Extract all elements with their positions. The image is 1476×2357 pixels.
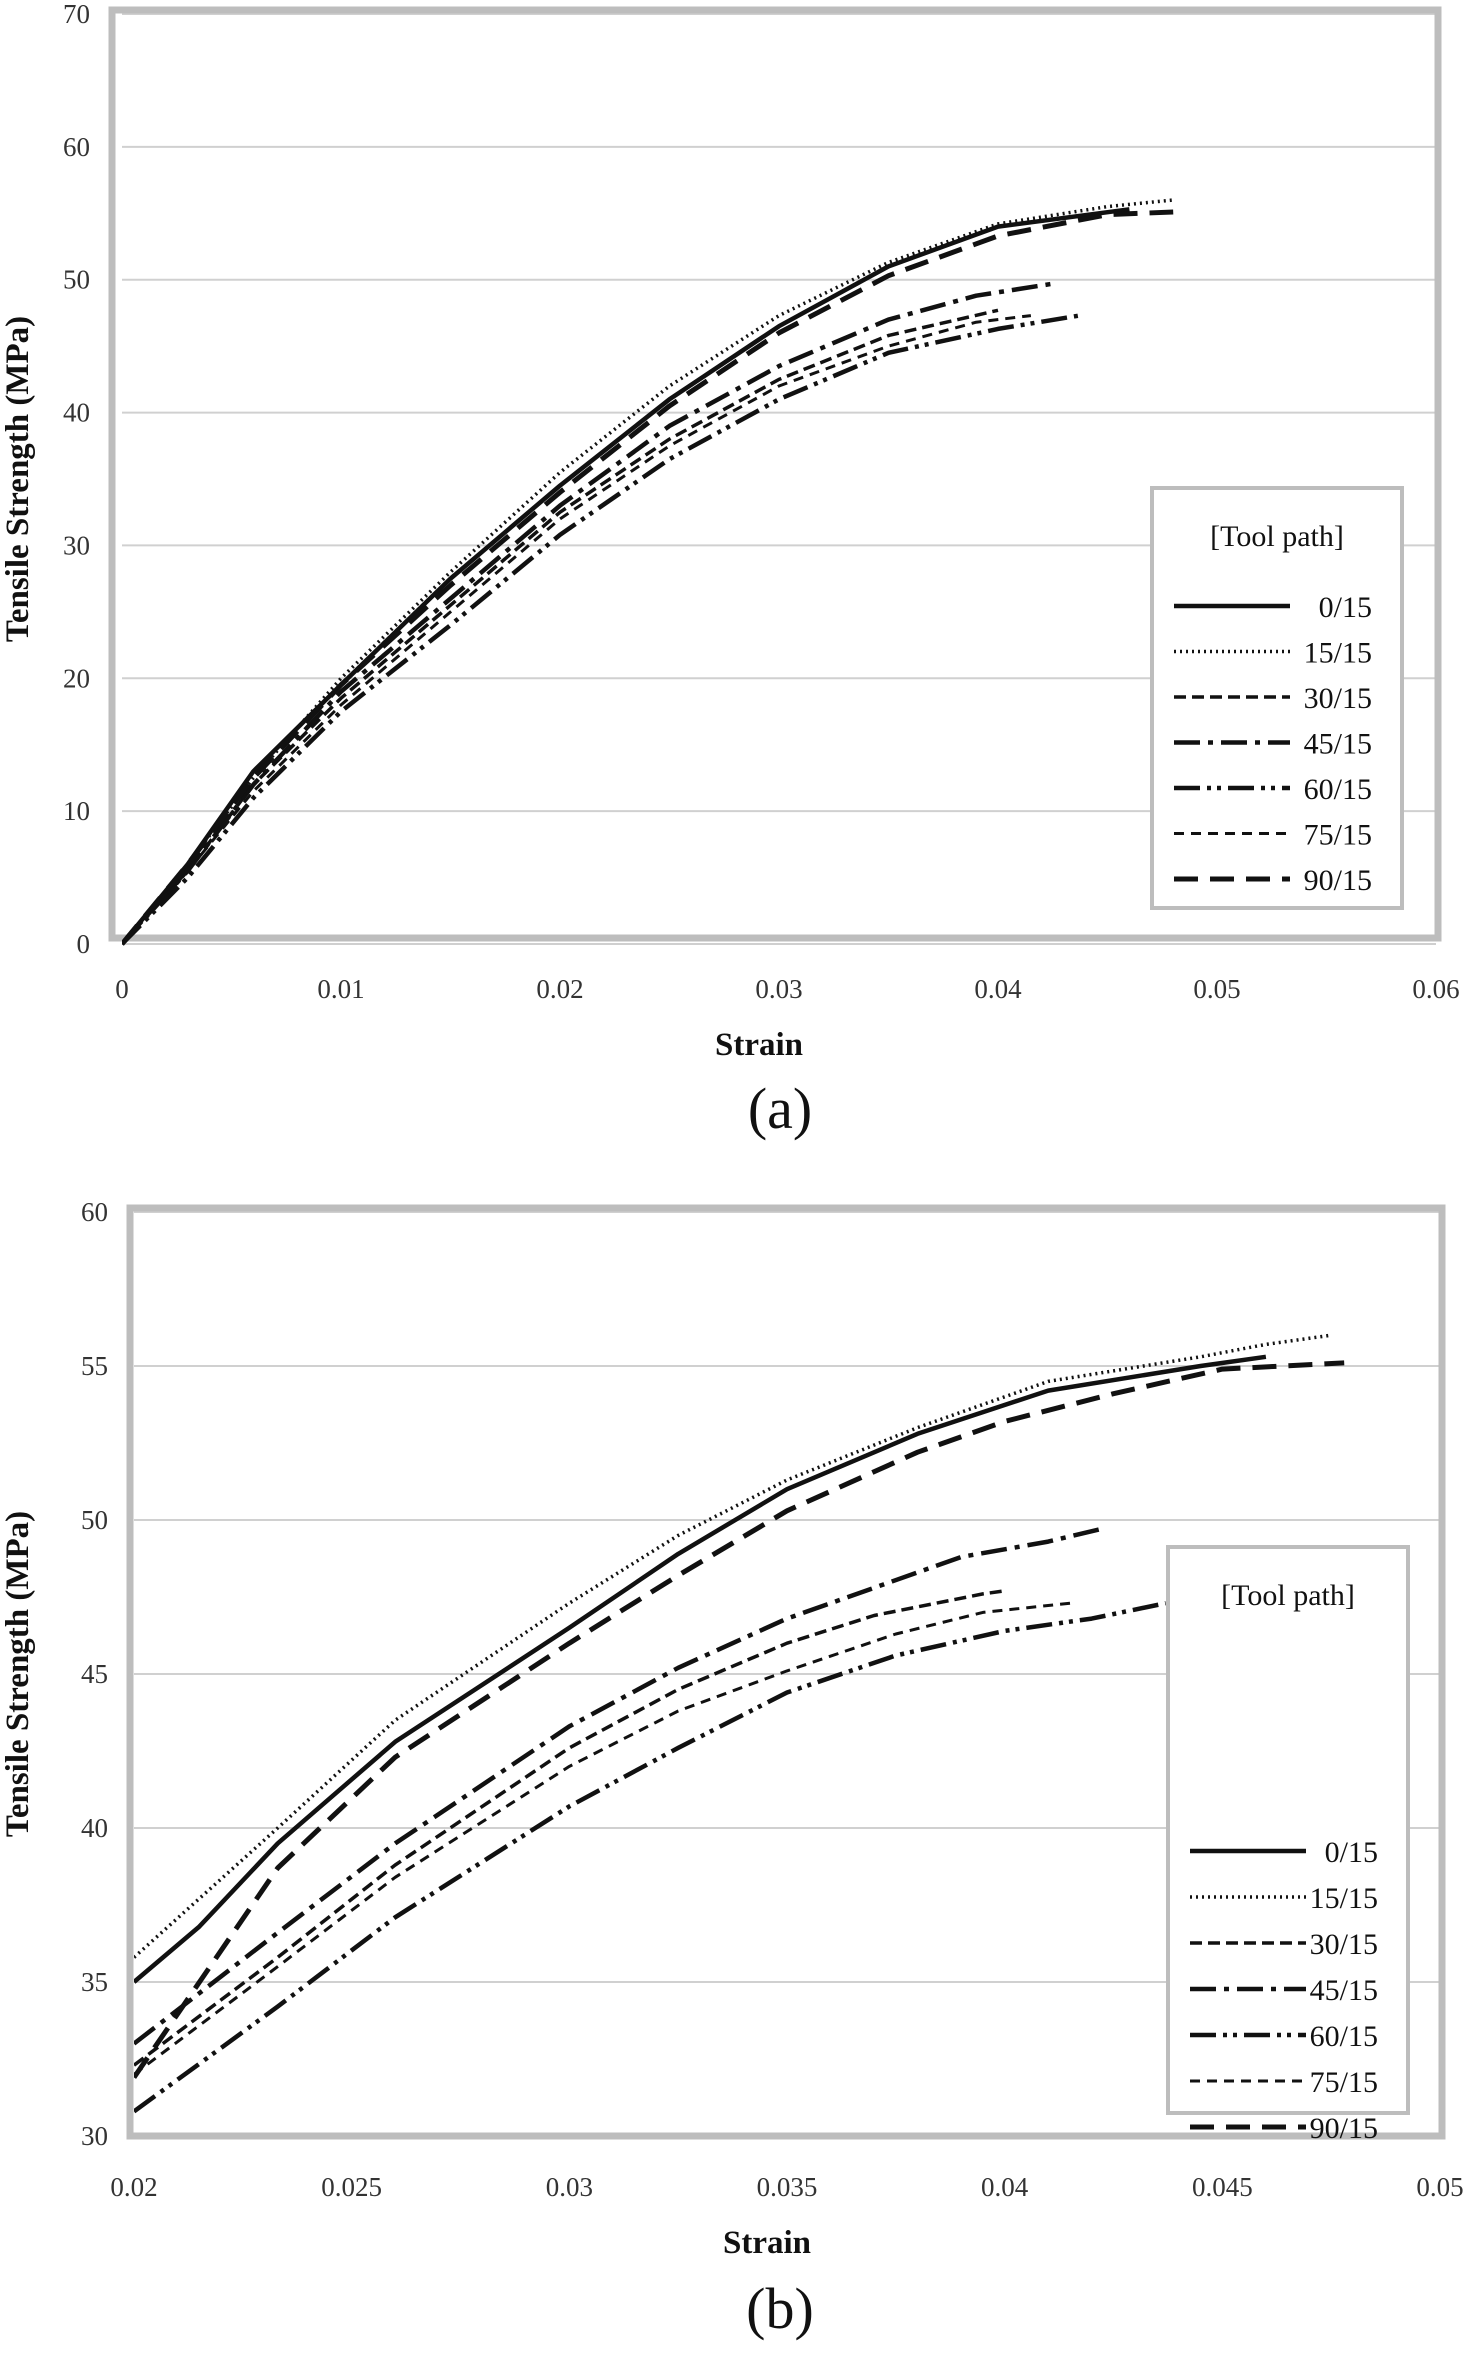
legend-label: 75/15	[1304, 819, 1372, 852]
y-tick-label: 45	[81, 1659, 108, 1689]
legend-label: 45/15	[1310, 1974, 1378, 2007]
legend: [Tool path] 0/15 15/15 30/15 45/15 60/15 75/15…	[1166, 1545, 1410, 2145]
y-tick-label: 60	[63, 132, 90, 162]
series-line-0-15	[134, 1354, 1267, 1984]
y-tick-label: 50	[63, 265, 90, 295]
x-tick-label: 0.03	[546, 2172, 593, 2202]
y-axis-title: Tensile Strength (MPa)	[0, 316, 36, 642]
x-axis-title: Strain	[715, 1027, 803, 1063]
x-tick-label: 0	[115, 974, 129, 1004]
y-tick-label: 30	[63, 530, 90, 560]
series-line-60-15	[122, 313, 1080, 946]
series-line-15-15	[134, 1333, 1332, 1959]
series-line-30-15	[134, 1589, 1005, 2067]
chart-frame	[108, 6, 1442, 942]
x-tick-label: 0.03	[755, 974, 802, 1004]
legend-label: 75/15	[1310, 2066, 1378, 2099]
series-line-90-15	[122, 209, 1174, 946]
legend-label: 90/15	[1304, 864, 1372, 897]
legend-title: [Tool path]	[1221, 1579, 1355, 1612]
legend-title: [Tool path]	[1210, 520, 1344, 553]
series-line-90-15	[134, 1360, 1345, 2079]
legend-box	[1166, 1545, 1410, 2115]
y-axis-title: Tensile Strength (MPa)	[0, 1511, 36, 1837]
y-tick-label: 55	[81, 1351, 108, 1381]
series-line-45-15	[134, 1527, 1101, 2046]
y-tick-label: 30	[81, 2121, 108, 2151]
legend-label: 60/15	[1304, 773, 1372, 806]
legend-label: 15/15	[1310, 1882, 1378, 1915]
legend-label: 0/15	[1319, 591, 1372, 624]
x-tick-label: 0.045	[1192, 2172, 1253, 2202]
series-line-15-15	[122, 198, 1174, 946]
x-tick-label: 0.01	[317, 974, 364, 1004]
y-tick-label: 60	[81, 1197, 108, 1227]
y-tick-label: 20	[63, 663, 90, 693]
legend-label: 0/15	[1325, 1836, 1378, 1869]
legend-label: 15/15	[1304, 637, 1372, 670]
y-tick-label: 50	[81, 1505, 108, 1535]
y-tick-label: 40	[81, 1813, 108, 1843]
series-line-45-15	[122, 281, 1054, 946]
x-tick-label: 0.05	[1416, 2172, 1463, 2202]
legend-label: 30/15	[1310, 1928, 1378, 1961]
chart-panel-b: 30 35 40 45 50 55 60 0.02 0.025 0.03 0.035 0.04 0.04…	[0, 1197, 1464, 2341]
series-line-0-15	[122, 207, 1130, 946]
figure-caption: (b)	[746, 2276, 814, 2341]
series-line-30-15	[122, 308, 999, 946]
legend-label: 60/15	[1310, 2020, 1378, 2053]
legend-label: 90/15	[1310, 2112, 1378, 2145]
legend-label: 45/15	[1304, 728, 1372, 761]
x-tick-label: 0.06	[1412, 974, 1459, 1004]
legend-label: 30/15	[1304, 682, 1372, 715]
x-tick-label: 0.025	[321, 2172, 382, 2202]
series-line-60-15	[134, 1600, 1167, 2114]
x-tick-label: 0.04	[981, 2172, 1029, 2202]
series-line-75-15	[134, 1601, 1071, 2076]
figure-caption: (a)	[748, 1076, 812, 1141]
y-tick-label: 70	[63, 0, 90, 29]
x-tick-label: 0.02	[110, 2172, 157, 2202]
series-group	[134, 1333, 1345, 2114]
chart-frame	[126, 1204, 1446, 2140]
x-axis-title: Strain	[723, 2225, 811, 2261]
x-tick-label: 0.04	[974, 974, 1022, 1004]
x-tick-label: 0.035	[757, 2172, 818, 2202]
y-tick-label: 40	[63, 398, 90, 428]
legend: [Tool path] 0/15 15/15 30/15 45/15 60/15 75/15…	[1150, 486, 1404, 910]
y-tick-label: 0	[77, 929, 91, 959]
x-tick-label: 0.05	[1193, 974, 1240, 1004]
chart-panel-a: 0 10 20 30 40 50 60 70 0 0.01 0.02 0.03 0.04 0.05 0.06…	[0, 0, 1460, 1141]
y-tick-label: 10	[63, 796, 90, 826]
series-line-75-15	[122, 314, 1032, 946]
y-tick-label: 35	[81, 1967, 108, 1997]
series-group	[122, 198, 1174, 946]
x-tick-label: 0.02	[536, 974, 583, 1004]
